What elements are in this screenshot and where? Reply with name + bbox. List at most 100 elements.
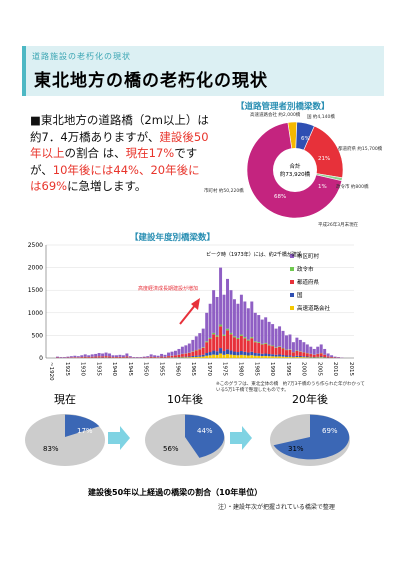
bar-segment: [201, 354, 205, 357]
bar-segment: [246, 339, 250, 341]
bar-segment: [153, 357, 157, 358]
share-pie-young-pct: 83%: [43, 445, 59, 453]
bar-segment: [194, 336, 198, 350]
bar-segment: [302, 352, 306, 357]
label-national: 国 約4,140橋: [307, 115, 335, 120]
bar-segment: [94, 356, 98, 358]
bar-segment: [288, 356, 292, 358]
bar-segment: [180, 354, 184, 357]
bar-segment: [163, 356, 167, 358]
bar-segment: [271, 354, 275, 357]
bar-segment: [239, 351, 243, 355]
share-pie-old-pct: 17%: [77, 427, 93, 435]
bar-segment: [260, 319, 264, 344]
x-tick-label: 2015: [348, 362, 354, 376]
bar-segment: [319, 344, 323, 353]
bar-segment: [229, 290, 233, 333]
bar-segment: [291, 352, 295, 357]
legend-swatch: [290, 254, 294, 258]
x-tick-label: 1940: [111, 362, 117, 376]
bar-segment: [264, 342, 268, 344]
bar-segment: [246, 340, 250, 353]
bar-segment: [243, 337, 247, 339]
bar-segment: [330, 355, 334, 357]
bar-segment: [226, 354, 229, 358]
bar-segment: [104, 352, 108, 356]
bar-segment: [257, 342, 261, 354]
legend-swatch: [290, 293, 294, 297]
bar-segment: [125, 353, 129, 357]
pct-designated: 1%: [318, 184, 327, 190]
bar-segment: [97, 356, 101, 358]
bar-segment: [323, 348, 327, 355]
bar-segment: [319, 356, 323, 358]
x-tick-label: 1945: [127, 362, 133, 376]
header-banner: [22, 46, 384, 96]
manager-pie-total-label: 合計: [289, 162, 301, 170]
bar-segment: [319, 353, 323, 357]
bar-segment: [87, 355, 91, 357]
bar-segment: [170, 355, 174, 358]
bar-segment: [194, 350, 198, 356]
bar-segment: [215, 296, 219, 336]
bar-segment: [232, 337, 236, 352]
construction-year-chart: 0 500 1000 1500 2000 2500 ~1920 1925 1930 1935 194…: [28, 242, 354, 381]
bar-segment: [139, 357, 143, 358]
bar-segment: [101, 356, 105, 358]
bar-segment: [257, 342, 261, 343]
bar-segment: [184, 353, 188, 357]
bar-segment: [281, 347, 285, 349]
bar-segment: [267, 356, 271, 358]
label-municipal: 市町村 約50,220橋: [204, 189, 244, 194]
manager-pie-chart: 合計 約73,920橋 6% 21% 1% 68%: [246, 121, 344, 219]
bar-segment: [226, 278, 229, 329]
bar-segment: [215, 351, 219, 355]
share-pie-old-slice: [65, 414, 100, 437]
share-pie-label: 現在: [54, 393, 76, 406]
bar-segment: [298, 339, 302, 352]
bar-segment: [229, 334, 233, 351]
x-tick-label: 1970: [206, 362, 212, 376]
y-tick-label: 500: [32, 332, 44, 339]
bar-segment: [160, 353, 164, 357]
bar-segment: [316, 346, 320, 354]
bar-segment: [118, 356, 122, 358]
bar-segment: [219, 348, 223, 354]
bar-segment: [305, 344, 309, 353]
bar-segment: [149, 354, 153, 357]
bar-segment: [243, 301, 247, 338]
bar-segment: [236, 303, 240, 338]
bar-segment: [111, 355, 115, 357]
bar-segment: [302, 356, 306, 358]
bar-segment: [62, 357, 66, 358]
bar-segment: [201, 347, 205, 348]
bar-segment: [337, 357, 341, 358]
bar-segment: [208, 355, 212, 358]
bar-segment: [295, 356, 299, 358]
share-pie-old-pct: 44%: [197, 427, 213, 435]
growth-annotation: 高度経済成長期建設が増加: [138, 285, 198, 292]
arrow-icon: [230, 426, 252, 450]
bar-segment: [260, 356, 264, 358]
manager-pie-title: 【道路管理者別橋梁数】: [236, 102, 330, 112]
bar-segment: [142, 356, 146, 358]
bar-segment: [118, 354, 122, 357]
bar-segment: [222, 351, 226, 355]
bar-segment: [253, 355, 257, 358]
bar-segment: [229, 332, 233, 335]
bar-segment: [167, 352, 171, 356]
bar-segment: [208, 352, 212, 356]
bar-segment: [222, 334, 226, 336]
bar-segment: [229, 350, 233, 355]
bar-segment: [135, 357, 139, 358]
bar-segment: [312, 354, 316, 358]
legend-label: 高速道路会社: [297, 304, 331, 312]
share-pie-old-slice: [273, 414, 350, 460]
manager-pie-total-value: 約73,920橋: [280, 170, 311, 178]
x-tick-label: 1960: [174, 362, 180, 376]
bar-segment: [236, 337, 240, 340]
bar-segment: [278, 346, 282, 355]
bar-segment: [101, 353, 105, 357]
legend-swatch: [290, 306, 294, 310]
